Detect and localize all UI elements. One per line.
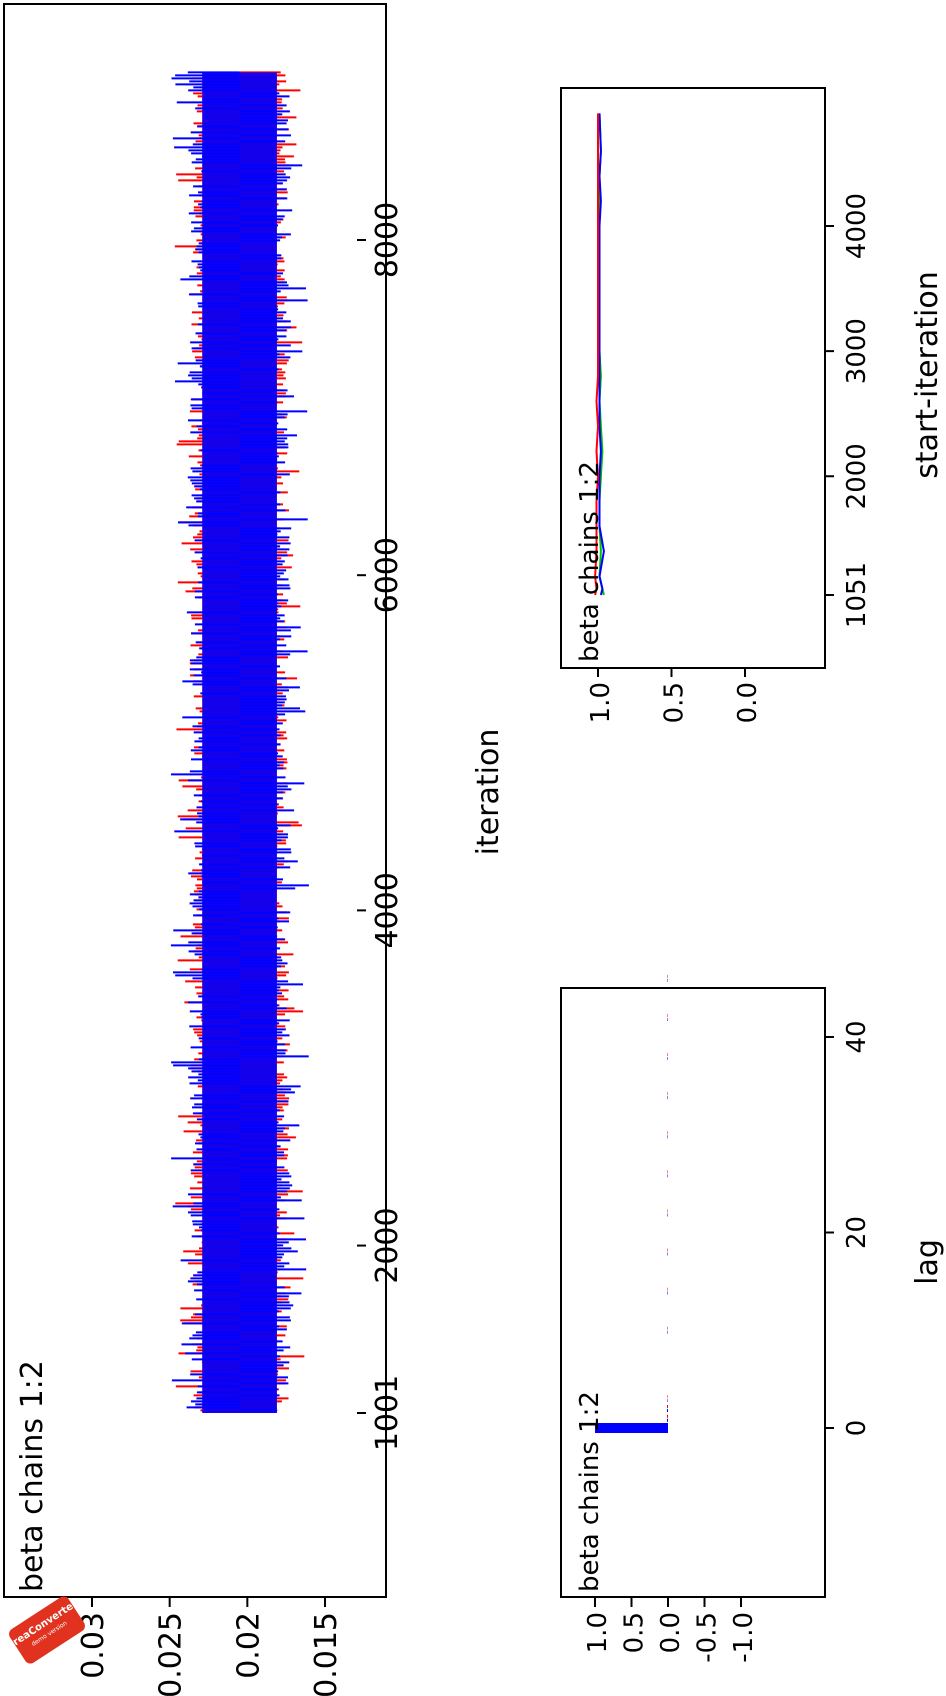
bgr-title: beta chains 1:2 [575,461,605,662]
y-tick-label-2: 0.0 [656,1612,686,1653]
y-tick-label-0: 1.0 [583,1612,613,1653]
x-tick-label-1: 2000 [370,1207,405,1283]
y-tick-label-2: 0.025 [154,1612,189,1696]
bgr-series [594,113,605,596]
y-tick-label-0: 0.015 [309,1612,344,1696]
y-tick-label-1: 0.5 [620,1612,650,1653]
x-tick-label-0: 1001 [370,1375,405,1451]
x-tick-label-3: 4000 [842,193,872,259]
bgr-panel: 1051 2000 3000 4000 1.0 0.5 0.0 beta chains 1… [560,87,945,723]
bgr-frame [560,87,826,669]
bgr-y-axis: 1.0 0.5 0.0 [586,668,763,723]
y-tick-label-4: -1.0 [729,1612,759,1663]
acf-frame [560,987,826,1598]
bgr-line-2 [594,113,600,596]
acf-y-axis: 1.0 0.5 0.0 -0.5 -1.0 [583,1598,759,1663]
x-tick-label-2: 40 [842,1020,872,1053]
acf-xlabel: lag [910,1239,945,1285]
trace-frame [3,3,387,1598]
y-tick-label-1: 0.5 [660,682,690,723]
bgr-xlabel: start-iteration [910,271,945,478]
x-tick-label-1: 2000 [842,443,872,509]
bgr-x-axis: 1051 2000 3000 4000 [825,193,872,628]
x-tick-label-4: 8000 [370,202,405,278]
y-tick-label-1: 0.02 [231,1612,266,1679]
y-tick-label-2: 0.0 [733,682,763,723]
acf-x-axis: 0 20 40 [825,1020,872,1436]
trace-band-1 [202,72,277,1413]
x-tick-label-1: 20 [842,1216,872,1249]
x-tick-label-2: 3000 [842,318,872,384]
bgr-line-1 [598,113,605,596]
x-tick-label-2: 4000 [370,872,405,948]
x-tick-label-0: 0 [842,1420,872,1437]
acf-series [595,974,668,1433]
trace-line-1 [170,71,309,1412]
x-tick-label-3: 6000 [370,537,405,613]
trace-x-axis: 1001 2000 4000 6000 8000 [357,202,405,1451]
trace-title: beta chains 1:2 [15,1360,50,1592]
y-tick-label-0: 1.0 [586,682,616,723]
acf-bar-1-0 [595,1423,668,1433]
trace-series [170,71,309,1413]
trace-xlabel: iteration [471,729,506,856]
acf-title: beta chains 1:2 [575,1391,605,1592]
x-tick-label-0: 1051 [842,562,872,628]
y-tick-label-3: -0.5 [693,1612,723,1663]
